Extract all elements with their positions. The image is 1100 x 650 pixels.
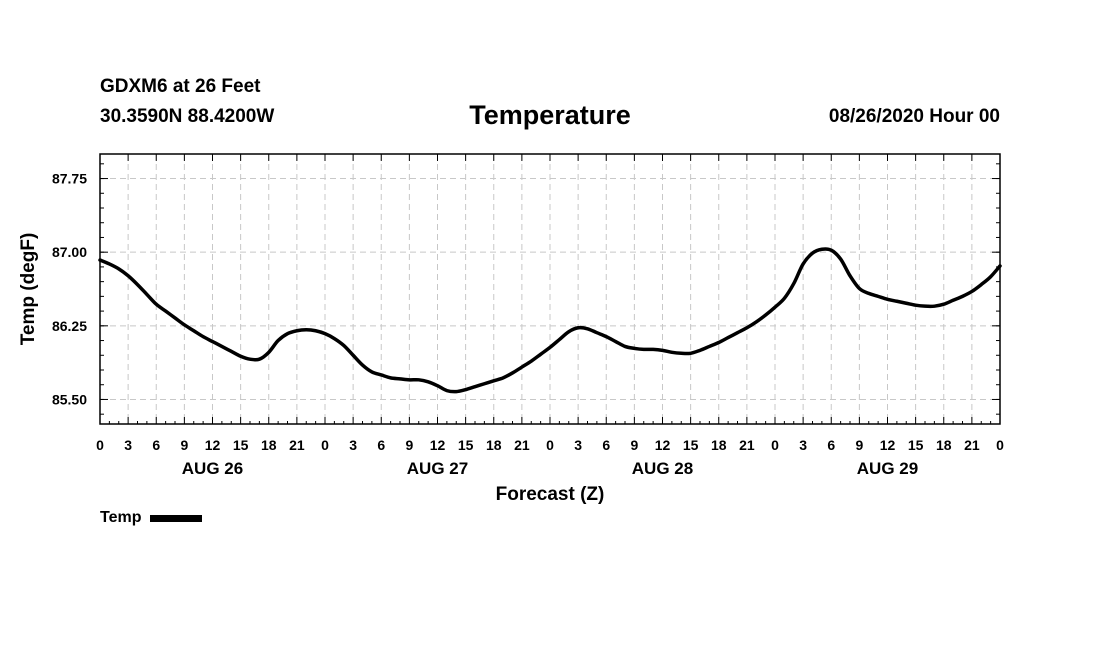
x-tick-label: 9	[405, 437, 413, 453]
y-axis-title: Temp (degF)	[18, 233, 39, 346]
x-tick-label: 9	[630, 437, 638, 453]
x-tick-label: 21	[739, 437, 755, 453]
x-tick-label: 18	[261, 437, 277, 453]
x-tick-label: 0	[996, 437, 1004, 453]
x-tick-label: 12	[430, 437, 446, 453]
coordinates-label: 30.3590N 88.4200W	[100, 106, 275, 127]
x-tick-label: 0	[321, 437, 329, 453]
x-tick-label: 6	[602, 437, 610, 453]
day-label: AUG 28	[632, 459, 693, 478]
x-tick-label: 15	[908, 437, 924, 453]
x-tick-label: 21	[964, 437, 980, 453]
x-axis-title: Forecast (Z)	[496, 484, 605, 505]
x-tick-label: 12	[655, 437, 671, 453]
x-tick-label: 12	[205, 437, 221, 453]
x-tick-label: 3	[124, 437, 132, 453]
day-label: AUG 29	[857, 459, 918, 478]
x-tick-label: 6	[827, 437, 835, 453]
legend: Temp	[100, 509, 203, 527]
station-label: GDXM6 at 26 Feet	[100, 76, 261, 97]
x-tick-label: 0	[96, 437, 104, 453]
y-tick-label: 87.75	[52, 171, 87, 187]
day-label: AUG 26	[182, 459, 243, 478]
legend-line-swatch	[150, 514, 203, 522]
x-tick-label: 3	[349, 437, 357, 453]
legend-label: Temp	[100, 509, 142, 526]
x-tick-label: 12	[880, 437, 896, 453]
axis-labels: 0 3 6 9 12 15 18 21 0 3 6 9 12 15 18 21 0 3 6 9 12 15 18 21 0 3 6 9…	[52, 171, 1004, 478]
x-tick-label: 0	[546, 437, 554, 453]
y-tick-label: 85.50	[52, 391, 87, 407]
x-tick-label: 21	[289, 437, 305, 453]
x-tick-label: 9	[180, 437, 188, 453]
x-tick-label: 0	[771, 437, 779, 453]
plot-frame	[99, 153, 1001, 425]
x-tick-label: 3	[574, 437, 582, 453]
x-tick-label: 15	[233, 437, 249, 453]
temp-series-line	[98, 247, 1002, 394]
y-tick-label: 87.00	[52, 244, 87, 260]
day-label: AUG 27	[407, 459, 468, 478]
x-tick-label: 9	[855, 437, 863, 453]
x-tick-label: 6	[152, 437, 160, 453]
x-tick-label: 3	[799, 437, 807, 453]
x-tick-label: 6	[377, 437, 385, 453]
chart-title: Temperature	[469, 100, 631, 130]
x-tick-label: 15	[683, 437, 699, 453]
y-tick-label: 86.25	[52, 318, 87, 334]
x-tick-label: 18	[711, 437, 727, 453]
x-tick-label: 15	[458, 437, 474, 453]
x-tick-label: 18	[936, 437, 952, 453]
grid-lines	[100, 154, 1000, 424]
x-tick-label: 18	[486, 437, 502, 453]
forecast-datetime: 08/26/2020 Hour 00	[828, 106, 1000, 127]
x-tick-label: 21	[514, 437, 530, 453]
